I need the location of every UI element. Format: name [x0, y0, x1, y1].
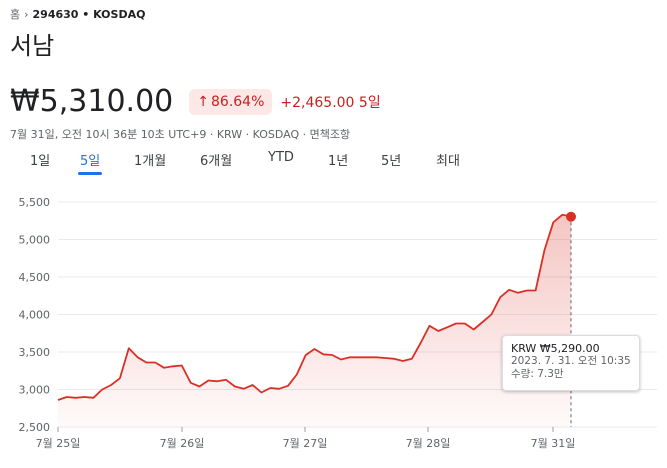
x-tick-label: 7월 27일 — [283, 436, 328, 450]
x-tick-label: 7월 31일 — [531, 436, 576, 450]
tab-label: 5년 — [381, 154, 402, 169]
tooltip-volume: 수량: 7.3만 — [511, 368, 564, 380]
price-chart[interactable]: 5,500 5,000 4,500 4,000 3,500 3,000 2,500 7월 25… — [0, 185, 667, 468]
tab-5y[interactable]: 5년 — [381, 150, 401, 169]
y-tick-label: 4,000 — [19, 309, 51, 322]
price-change-period: 5일 — [358, 94, 381, 111]
tooltip-datetime: 2023. 7. 31. 오전 10:35 — [511, 355, 631, 367]
tab-label: 6개월 — [200, 154, 233, 169]
tab-ytd[interactable]: YTD — [268, 150, 294, 165]
price-line — [57, 213, 572, 401]
tab-label: 1일 — [30, 154, 51, 169]
tab-label: 1년 — [328, 154, 349, 169]
tab-max[interactable]: 최대 — [436, 150, 460, 169]
tab-5d[interactable]: 5일 — [78, 150, 103, 175]
hover-point — [566, 211, 576, 222]
y-tick-label: 3,000 — [19, 384, 51, 397]
range-tabs: 1일 5일 1개월 6개월 YTD 1년 5년 최대 — [0, 150, 480, 176]
tab-1y[interactable]: 1년 — [328, 150, 348, 169]
current-price: ₩5,310.00 — [10, 84, 174, 119]
percent-change-value: 86.64% — [211, 93, 265, 110]
percent-change-badge: ↑ 86.64% — [189, 88, 273, 115]
tab-label: 최대 — [436, 154, 460, 169]
tab-1d[interactable]: 1일 — [30, 150, 50, 169]
breadcrumb-home-link[interactable]: 홈 — [10, 8, 21, 21]
quote-row: ₩5,310.00 ↑ 86.64% +2,465.00 5일 — [10, 84, 381, 119]
tab-6m[interactable]: 6개월 — [200, 150, 232, 169]
price-tooltip: KRW ₩5,290.00 2023. 7. 31. 오전 10:35 수량: … — [502, 335, 640, 391]
tab-1m[interactable]: 1개월 — [134, 150, 166, 169]
price-change-value: +2,465.00 — [280, 94, 355, 111]
x-tick-label: 7월 28일 — [406, 436, 451, 450]
y-tick-label: 3,500 — [19, 346, 51, 359]
price-change: +2,465.00 5일 — [280, 92, 380, 112]
tooltip-price: KRW ₩5,290.00 — [511, 342, 600, 355]
y-tick-label: 4,500 — [19, 271, 51, 284]
active-tab-indicator — [78, 172, 103, 175]
arrow-up-icon: ↑ — [197, 93, 209, 110]
y-tick-label: 5,500 — [19, 196, 51, 209]
x-tick-label: 7월 26일 — [160, 436, 205, 450]
tab-label: YTD — [268, 150, 294, 165]
breadcrumb-ticker: 294630 • KOSDAQ — [32, 7, 146, 21]
tab-label: 5일 — [80, 154, 101, 169]
price-area — [58, 214, 571, 427]
tab-label: 1개월 — [134, 154, 167, 169]
chevron-right-icon: › — [24, 7, 29, 21]
y-tick-label: 5,000 — [19, 234, 51, 247]
quote-timestamp: 7월 31일, 오전 10시 36분 10초 UTC+9 · KRW · KOS… — [10, 128, 351, 141]
breadcrumb: 홈 › 294630 • KOSDAQ — [10, 6, 145, 22]
x-tick-label: 7월 25일 — [36, 436, 81, 450]
y-tick-label: 2,500 — [19, 421, 51, 434]
page-title: 서남 — [10, 32, 55, 60]
